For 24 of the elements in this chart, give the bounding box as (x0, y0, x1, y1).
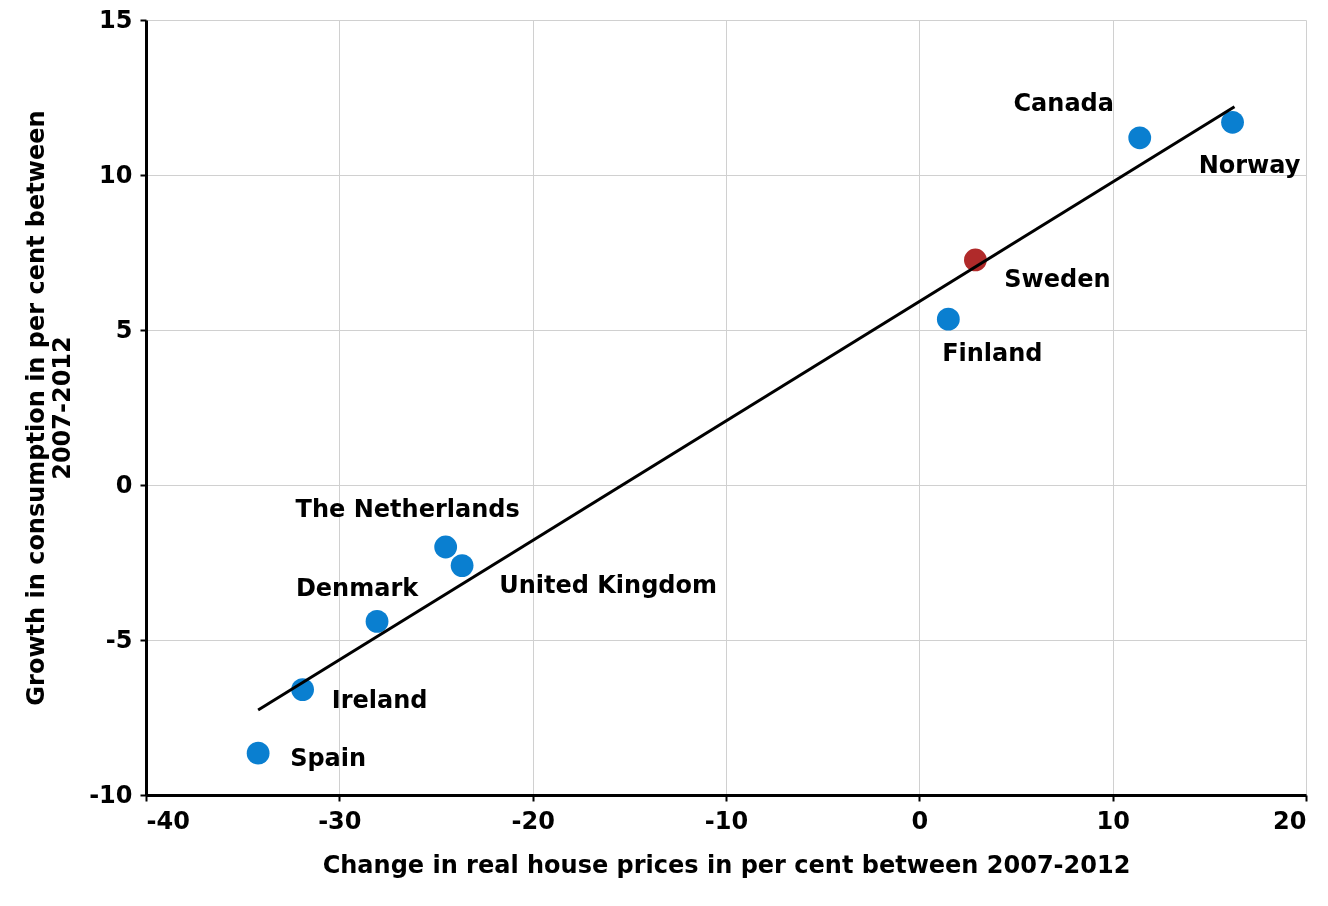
x-tick-label: -40 (146, 806, 190, 835)
annotation: Norway (1198, 151, 1301, 180)
x-tick-label: -10 (704, 806, 749, 835)
y-tick-label: 15 (99, 5, 133, 34)
x-tick-label: 0 (911, 806, 929, 835)
x-tick-label: 10 (1096, 806, 1130, 835)
annotation: The Netherlands (295, 495, 520, 523)
annotation: Spain (290, 744, 367, 773)
x-axis-title: Change in real house prices in per cent between 2007-2012 (322, 850, 1131, 879)
annotation: Ireland (331, 685, 428, 714)
y-tick-label: 10 (99, 160, 133, 189)
annotation: Denmark (295, 574, 420, 603)
y-tick-label: 0 (115, 470, 133, 499)
y-tick-label: -5 (105, 625, 133, 654)
y-axis-title: Growth in consumption in per cent between 2007-2012 (22, 110, 77, 706)
y-tick-label: -10 (89, 780, 133, 809)
x-tick-label: 20 (1273, 806, 1307, 835)
y-tick-label: 5 (115, 315, 133, 344)
annotation: United Kingdom (499, 570, 718, 599)
x-tick-label: -30 (318, 806, 362, 835)
annotation: Canada (1013, 88, 1114, 117)
annotation: Sweden (1004, 264, 1111, 293)
annotation: Finland (942, 339, 1043, 368)
x-tick-label: -20 (511, 806, 555, 835)
